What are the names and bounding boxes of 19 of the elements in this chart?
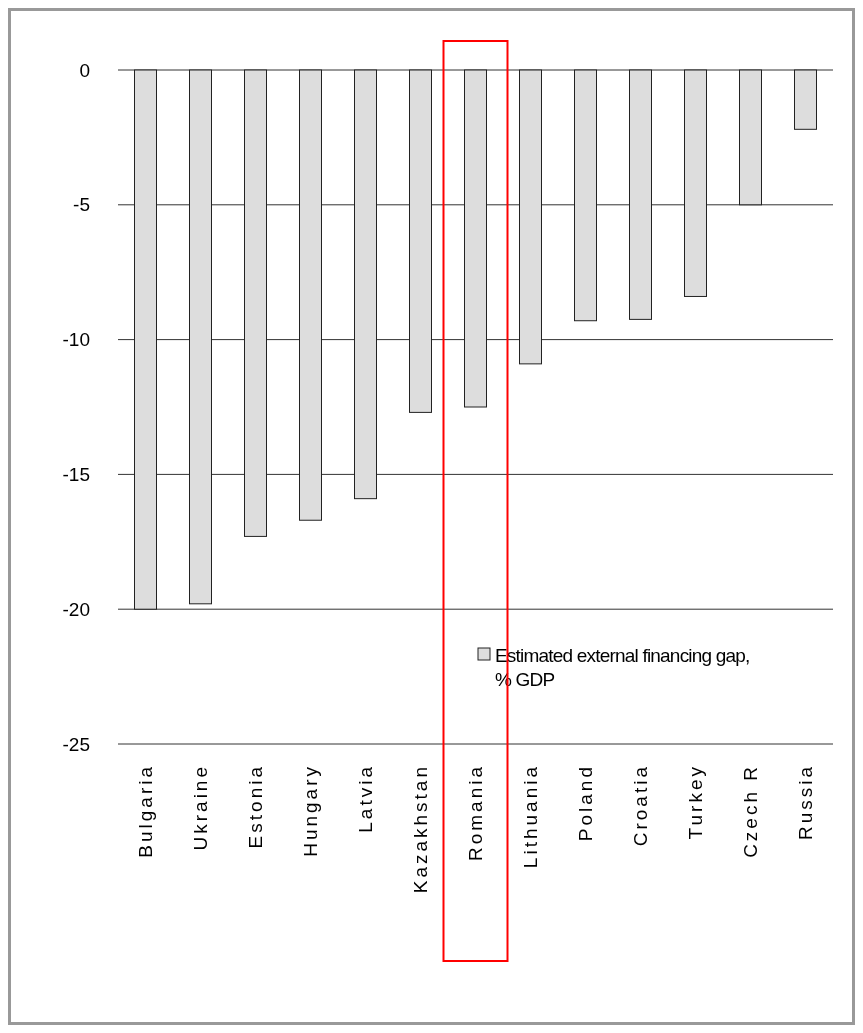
y-tick-label: -25 [62,733,90,755]
x-tick-label: Lithuania [520,764,542,869]
x-tick-label: Poland [575,764,597,842]
x-tick-label: Bulgaria [135,764,157,858]
y-tick-label: -20 [62,598,90,620]
x-tick-label: Romania [465,764,487,862]
x-tick-label: Kazakhstan [410,764,432,894]
x-tick-label: Russia [795,764,817,841]
x-tick-label: Turkey [685,764,707,840]
x-tick-label: Latvia [355,764,377,833]
x-tick-label: Estonia [245,764,267,849]
y-tick-label: 0 [79,59,90,81]
x-tick-label: Ukraine [190,764,212,851]
x-tick-label: Croatia [630,764,652,847]
y-tick-label: -5 [73,194,90,216]
y-tick-label: -10 [62,329,90,351]
y-tick-label: -15 [62,464,90,486]
x-tick-label: Czech R [740,764,762,858]
x-tick-label: Hungary [300,764,322,857]
